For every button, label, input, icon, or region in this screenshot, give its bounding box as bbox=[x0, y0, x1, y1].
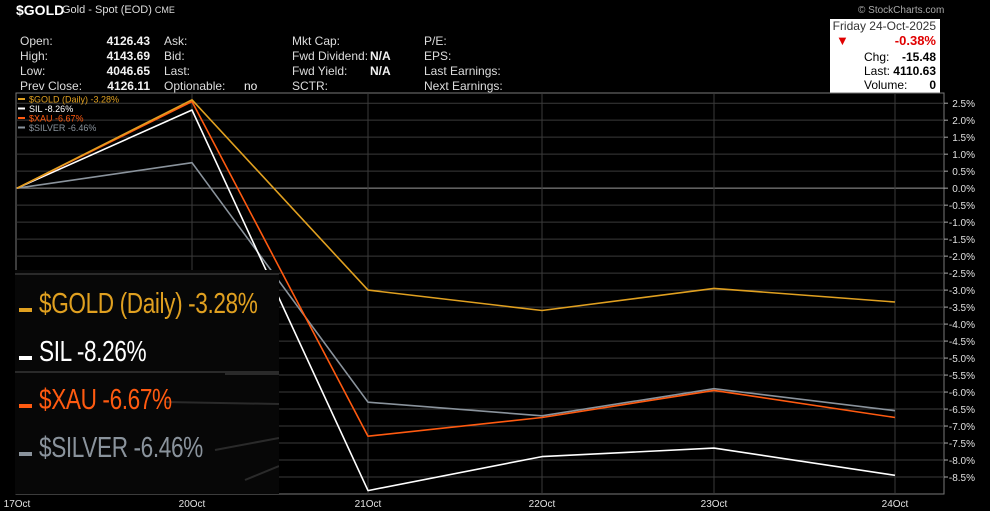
mid3-label-3: Next Earnings: bbox=[424, 79, 503, 93]
x-tick-label: 24Oct bbox=[882, 499, 909, 510]
y-tick-label: -7.5% bbox=[949, 439, 975, 450]
y-tick-label: -2.5% bbox=[949, 269, 975, 280]
y-tick-label: -5.0% bbox=[949, 354, 975, 365]
change-percent: -0.38% bbox=[894, 33, 936, 48]
chg-label: Chg: bbox=[864, 50, 890, 64]
left-value-1: 4143.69 bbox=[106, 49, 150, 63]
left-value-3: 4126.11 bbox=[107, 79, 150, 93]
mid1-label-0: Ask: bbox=[164, 34, 188, 48]
left-value-2: 4046.65 bbox=[106, 64, 150, 78]
y-tick-label: -8.0% bbox=[949, 456, 975, 467]
inset-legend-swatch bbox=[19, 356, 32, 360]
y-tick-label: -5.5% bbox=[949, 371, 975, 382]
x-tick-label: 22Oct bbox=[529, 499, 556, 510]
y-tick-label: 2.0% bbox=[952, 116, 975, 127]
quote-summary-box: Friday 24-Oct-2025 ▼ -0.38% Chg: -15.48 … bbox=[830, 19, 940, 93]
inset-faint-line bbox=[164, 401, 279, 405]
inset-legend-entry: SIL -8.26% bbox=[39, 336, 147, 368]
mid2-label-2: Fwd Yield: bbox=[292, 64, 348, 78]
legend-swatch bbox=[18, 117, 25, 119]
legend-swatch bbox=[18, 126, 25, 129]
inset-legend-swatch bbox=[19, 452, 32, 456]
left-label-3: Prev Close: bbox=[20, 79, 83, 93]
y-tick-label: -1.5% bbox=[949, 235, 975, 246]
zoomed-legend-inset: $GOLD (Daily) -3.28% SIL -8.26% $XAU -6.67… bbox=[15, 270, 279, 494]
y-tick-label: 2.5% bbox=[952, 99, 975, 110]
y-tick-label: -6.0% bbox=[949, 388, 975, 399]
mid1-value-3: no bbox=[244, 79, 258, 93]
x-tick-label: 21Oct bbox=[355, 499, 382, 510]
mid2-label-0: Mkt Cap: bbox=[292, 34, 341, 48]
last-label: Last: bbox=[864, 64, 891, 78]
mid1-label-2: Last: bbox=[164, 64, 191, 78]
left-label-2: Low: bbox=[20, 64, 46, 78]
series-line-silver bbox=[16, 161, 896, 417]
inset-legend-swatch bbox=[19, 308, 32, 312]
chg-value: -15.48 bbox=[901, 50, 936, 64]
inset-legend-swatch bbox=[19, 404, 32, 408]
y-tick-label: -2.0% bbox=[949, 252, 975, 263]
mid1-label-3: Optionable: bbox=[164, 79, 226, 93]
mid3-label-1: EPS: bbox=[424, 49, 452, 63]
left-label-1: High: bbox=[20, 49, 49, 63]
last-value: 4110.63 bbox=[893, 64, 936, 78]
left-label-0: Open: bbox=[20, 34, 53, 48]
volume-value: 0 bbox=[929, 78, 936, 92]
inset-faint-line bbox=[244, 465, 279, 481]
mid3-label-0: P/E: bbox=[424, 34, 447, 48]
inset-legend-entry: $SILVER -6.46% bbox=[39, 432, 203, 464]
inset-background bbox=[15, 273, 279, 481]
legend-entry: $GOLD (Daily) -3.28% bbox=[29, 95, 119, 105]
series-line-sil bbox=[16, 109, 896, 492]
volume-label: Volume: bbox=[864, 78, 908, 92]
x-tick-label: 23Oct bbox=[701, 499, 728, 510]
y-tick-label: -4.5% bbox=[949, 337, 975, 348]
symbol: $GOLD bbox=[16, 2, 65, 18]
mid1-label-1: Bid: bbox=[164, 49, 185, 63]
quote-header: $GOLD Gold - Spot (EOD) CME © StockChart… bbox=[0, 0, 990, 93]
legend-swatch bbox=[18, 107, 25, 110]
inset-legend-entry: $GOLD (Daily) -3.28% bbox=[39, 288, 258, 320]
legend-entry: $SILVER -6.46% bbox=[29, 123, 96, 133]
mid2-label-3: SCTR: bbox=[292, 79, 328, 93]
quote-date: Friday 24-Oct-2025 bbox=[832, 19, 936, 33]
left-value-0: 4126.43 bbox=[106, 34, 150, 48]
symbol-description: Gold - Spot (EOD) CME bbox=[62, 4, 175, 16]
x-tick-label: 17Oct bbox=[4, 499, 31, 510]
exchange-text: CME bbox=[154, 5, 175, 15]
brand-watermark: © StockCharts.com bbox=[858, 5, 945, 16]
mid2-value-1: N/A bbox=[370, 49, 391, 63]
y-tick-label: -3.0% bbox=[949, 286, 975, 297]
y-tick-label: -7.0% bbox=[949, 422, 975, 433]
y-tick-label: 0.0% bbox=[952, 184, 975, 195]
mid2-label-1: Fwd Dividend: bbox=[292, 49, 369, 63]
y-tick-label: -1.0% bbox=[949, 218, 975, 229]
y-tick-label: -0.5% bbox=[949, 201, 975, 212]
down-arrow-icon: ▼ bbox=[836, 33, 849, 48]
x-tick-label: 20Oct bbox=[179, 499, 206, 510]
inset-faint-line bbox=[214, 437, 279, 451]
y-tick-label: 1.0% bbox=[952, 150, 975, 161]
y-tick-label: -4.0% bbox=[949, 320, 975, 331]
description-text: Gold - Spot (EOD) bbox=[62, 4, 152, 16]
mid2-value-2: N/A bbox=[370, 64, 391, 78]
mid3-label-2: Last Earnings: bbox=[424, 64, 501, 78]
legend-entry: $XAU -6.67% bbox=[29, 114, 84, 124]
inset-legend-entry: $XAU -6.67% bbox=[39, 384, 172, 416]
legend-swatch bbox=[18, 98, 25, 100]
series-line-golddaily bbox=[16, 99, 896, 312]
y-tick-label: -8.5% bbox=[949, 473, 975, 484]
y-tick-label: 1.5% bbox=[952, 133, 975, 144]
y-tick-label: 0.5% bbox=[952, 167, 975, 178]
legend-entry: SIL -8.26% bbox=[29, 104, 73, 114]
y-tick-label: -6.5% bbox=[949, 405, 975, 416]
series-line-xau bbox=[16, 100, 896, 438]
y-tick-label: -3.5% bbox=[949, 303, 975, 314]
